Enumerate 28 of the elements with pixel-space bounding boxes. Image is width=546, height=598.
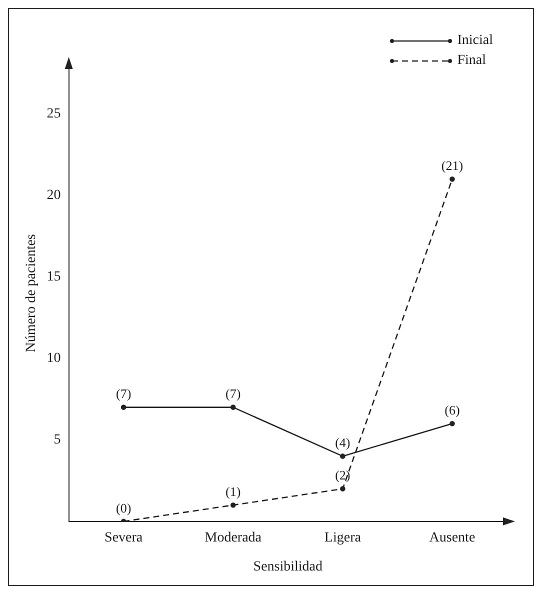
point [120,404,126,410]
data-label: (2) [335,468,350,483]
data-label: (7) [116,386,132,402]
x-axis-title: Sensibilidad [253,559,323,574]
y-tick-label: 20 [46,188,61,204]
y-tick-label: 15 [46,270,61,285]
data-label: (4) [335,435,350,450]
data-label: (6) [444,402,460,418]
point [450,420,455,426]
x-tick-label: Ligera [324,530,362,546]
data-label: (21) [441,158,464,174]
y-tick-label: 25 [46,106,61,122]
x-tick-label: Ausente [429,530,476,546]
x-tick-label: Severa [104,530,144,546]
legend-label: Inicial [457,33,493,49]
point [340,486,346,492]
x-tick-label: Moderada [204,530,262,546]
point [230,502,236,508]
y-tick-label: 5 [54,432,61,448]
data-label: (0) [116,500,132,516]
point [340,454,346,459]
data-label: (7) [226,386,241,402]
point [450,176,455,182]
data-label: (1) [226,484,241,500]
y-axis-title: Número de pacientes [24,234,40,352]
legend-label: Final [457,53,486,69]
y-tick-label: 10 [46,351,61,366]
point [230,404,236,410]
